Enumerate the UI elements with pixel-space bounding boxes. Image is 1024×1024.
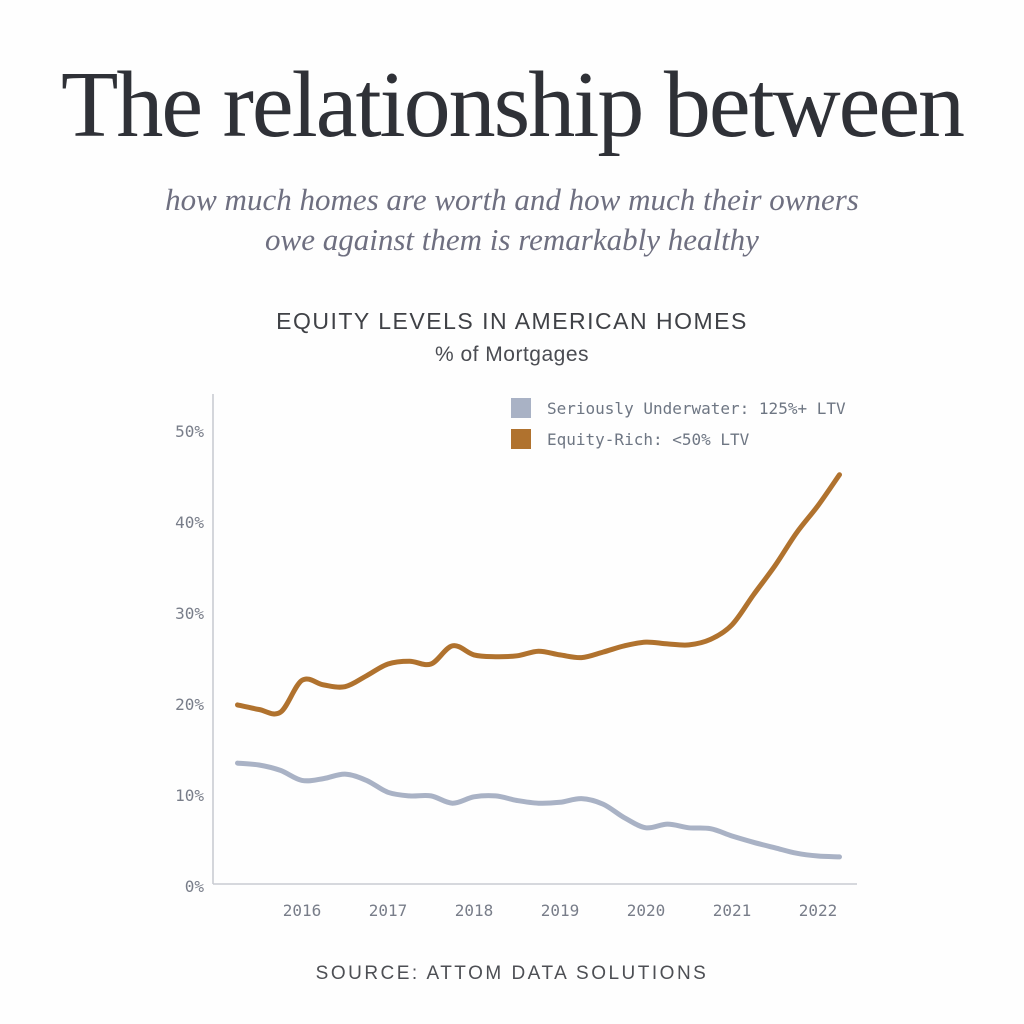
- svg-text:2016: 2016: [283, 901, 322, 920]
- legend-swatch-equity-rich: [511, 429, 531, 449]
- source-credit: SOURCE: ATTOM DATA SOLUTIONS: [315, 963, 709, 984]
- svg-text:2021: 2021: [713, 901, 752, 920]
- svg-text:2017: 2017: [369, 901, 408, 920]
- chart-title: EQUITY LEVELS IN AMERICAN HOMES: [276, 308, 748, 334]
- svg-text:2022: 2022: [799, 901, 838, 920]
- svg-text:20%: 20%: [175, 695, 204, 714]
- legend-swatch-seriously-underwater: [511, 398, 531, 418]
- legend-label-seriously-underwater: Seriously Underwater: 125%+ LTV: [547, 398, 846, 418]
- legend-item-seriously-underwater: Seriously Underwater: 125%+ LTV: [511, 398, 846, 418]
- page-title: The relationship between: [60, 53, 965, 157]
- page-subtitle-line1: how much homes are worth and how much th…: [165, 182, 859, 217]
- legend-label-equity-rich: Equity-Rich: <50% LTV: [547, 429, 750, 449]
- svg-text:40%: 40%: [175, 513, 204, 532]
- svg-text:2020: 2020: [627, 901, 666, 920]
- svg-text:0%: 0%: [185, 877, 205, 896]
- svg-text:50%: 50%: [175, 422, 204, 441]
- page-subtitle-line2: owe against them is remarkably healthy: [265, 221, 759, 257]
- page-subtitle: how much homes are worth and how much th…: [0, 180, 1024, 259]
- svg-text:30%: 30%: [175, 604, 204, 623]
- svg-text:2019: 2019: [541, 901, 580, 920]
- chart-subtitle: % of Mortgages: [434, 343, 590, 366]
- legend-item-equity-rich: Equity-Rich: <50% LTV: [511, 429, 846, 449]
- chart-legend: Seriously Underwater: 125%+ LTV Equity-R…: [511, 398, 846, 449]
- svg-text:10%: 10%: [175, 786, 204, 805]
- svg-text:2018: 2018: [455, 901, 494, 920]
